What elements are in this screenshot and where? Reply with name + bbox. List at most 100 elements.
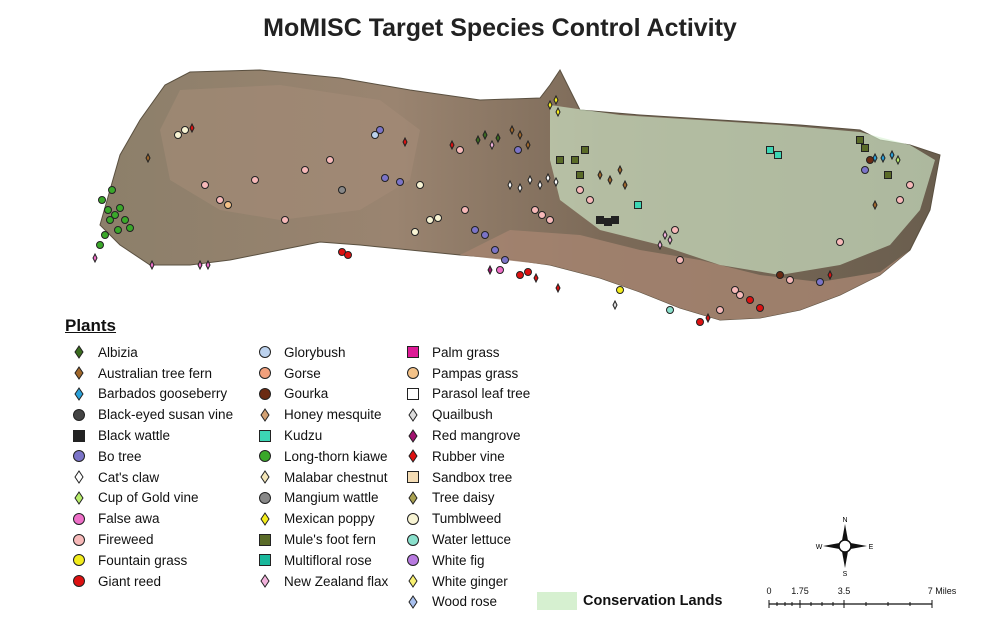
legend-symbol-icon [74, 491, 84, 505]
species-marker [716, 306, 724, 314]
legend-label: Cat's claw [98, 469, 160, 485]
legend-item: Giant reed [72, 571, 233, 592]
legend-item: Sandbox tree [406, 467, 530, 488]
legend-item: Water lettuce [406, 529, 530, 550]
species-marker [880, 152, 886, 164]
legend-item: Fountain grass [72, 550, 233, 571]
scale-ruler [768, 600, 933, 608]
conservation-swatch [537, 592, 577, 610]
species-marker [516, 271, 524, 279]
legend-label: Bo tree [98, 448, 142, 464]
species-marker [736, 291, 744, 299]
species-marker [108, 186, 116, 194]
legend-symbol-icon [407, 387, 419, 400]
species-marker [872, 199, 878, 211]
legend-item: Wood rose [406, 592, 530, 613]
species-marker [671, 226, 679, 234]
species-marker [611, 216, 619, 224]
species-marker [576, 171, 584, 179]
species-marker [411, 228, 419, 236]
species-marker [116, 204, 124, 212]
species-markers [92, 94, 914, 326]
species-marker [434, 214, 442, 222]
legend-symbol-icon [73, 450, 85, 463]
legend-item: Multifloral rose [258, 550, 388, 571]
species-marker [181, 126, 189, 134]
species-marker [514, 146, 522, 154]
legend-item: Cat's claw [72, 467, 233, 488]
legend-label: Kudzu [284, 428, 323, 444]
legend-label: Mule's foot fern [284, 532, 376, 548]
legend-label: Fountain grass [98, 552, 188, 568]
legend-label: False awa [98, 511, 160, 527]
species-marker [376, 126, 384, 134]
species-marker [216, 196, 224, 204]
species-marker [786, 276, 794, 284]
legend-label: Black wattle [98, 428, 171, 444]
legend-item: Black wattle [72, 425, 233, 446]
legend-item: Pampas grass [406, 363, 530, 384]
legend-symbol-icon [260, 511, 270, 526]
legend-item: Black-eyed susan vine [72, 404, 233, 425]
species-marker [281, 216, 289, 224]
species-marker [662, 229, 668, 241]
species-marker [251, 176, 259, 184]
legend-item: Australian tree fern [72, 363, 233, 384]
species-marker [509, 124, 515, 136]
legend-item: Gorse [258, 363, 388, 384]
species-marker [538, 211, 546, 219]
species-marker [766, 146, 774, 154]
legend-label: Gourka [284, 386, 329, 402]
legend-symbol-icon [260, 574, 270, 589]
species-marker [456, 146, 464, 154]
legend-item: Albizia [72, 342, 233, 363]
legend-item: Gourka [258, 384, 388, 405]
legend-column-2: Glorybush Gorse Gourka Honey mesquite Kudzu L… [258, 342, 388, 592]
species-marker [224, 201, 232, 209]
legend-item: Long-thorn kiawe [258, 446, 388, 467]
compass-e: E [869, 544, 874, 551]
species-marker [344, 251, 352, 259]
legend-item: Mangium wattle [258, 488, 388, 509]
legend-label: Barbados gooseberry [98, 386, 228, 402]
legend-symbol-icon [408, 449, 418, 464]
species-marker [525, 139, 531, 151]
species-marker [517, 182, 523, 194]
species-marker [174, 131, 182, 139]
legend-symbol-icon [259, 450, 271, 463]
species-marker [666, 306, 674, 314]
species-marker [126, 224, 134, 232]
legend-item: Palm grass [406, 342, 530, 363]
conservation-legend: Conservation Lands [537, 592, 722, 610]
legend-symbol-icon [73, 575, 85, 588]
legend-symbol-icon [74, 366, 84, 381]
species-marker [895, 154, 901, 166]
legend-symbol-icon [259, 367, 271, 380]
legend-item: Tumblweed [406, 508, 530, 529]
species-marker [371, 131, 379, 139]
species-marker [889, 149, 895, 161]
legend-symbol-icon [73, 408, 85, 421]
legend-item: Rubber vine [406, 446, 530, 467]
legend-label: Giant reed [98, 573, 162, 589]
species-marker [555, 282, 561, 294]
legend-symbol-icon [407, 554, 419, 567]
legend-symbol-icon [74, 470, 84, 485]
species-marker [607, 174, 613, 186]
species-marker [861, 166, 869, 174]
legend-column-1: Albizia Australian tree fern Barbados goos… [72, 342, 233, 592]
compass-n: N [842, 517, 847, 524]
species-marker [576, 186, 584, 194]
species-marker [205, 259, 211, 271]
species-marker [501, 256, 509, 264]
legend-label: Black-eyed susan vine [98, 407, 234, 423]
legend-item: White fig [406, 550, 530, 571]
species-marker [836, 238, 844, 246]
legend-symbol-icon [259, 491, 271, 504]
species-marker [676, 256, 684, 264]
species-marker [121, 216, 129, 224]
legend-label: Long-thorn kiawe [284, 448, 388, 464]
species-marker [537, 179, 543, 191]
legend-symbol-icon [73, 429, 85, 442]
species-marker [507, 179, 513, 191]
